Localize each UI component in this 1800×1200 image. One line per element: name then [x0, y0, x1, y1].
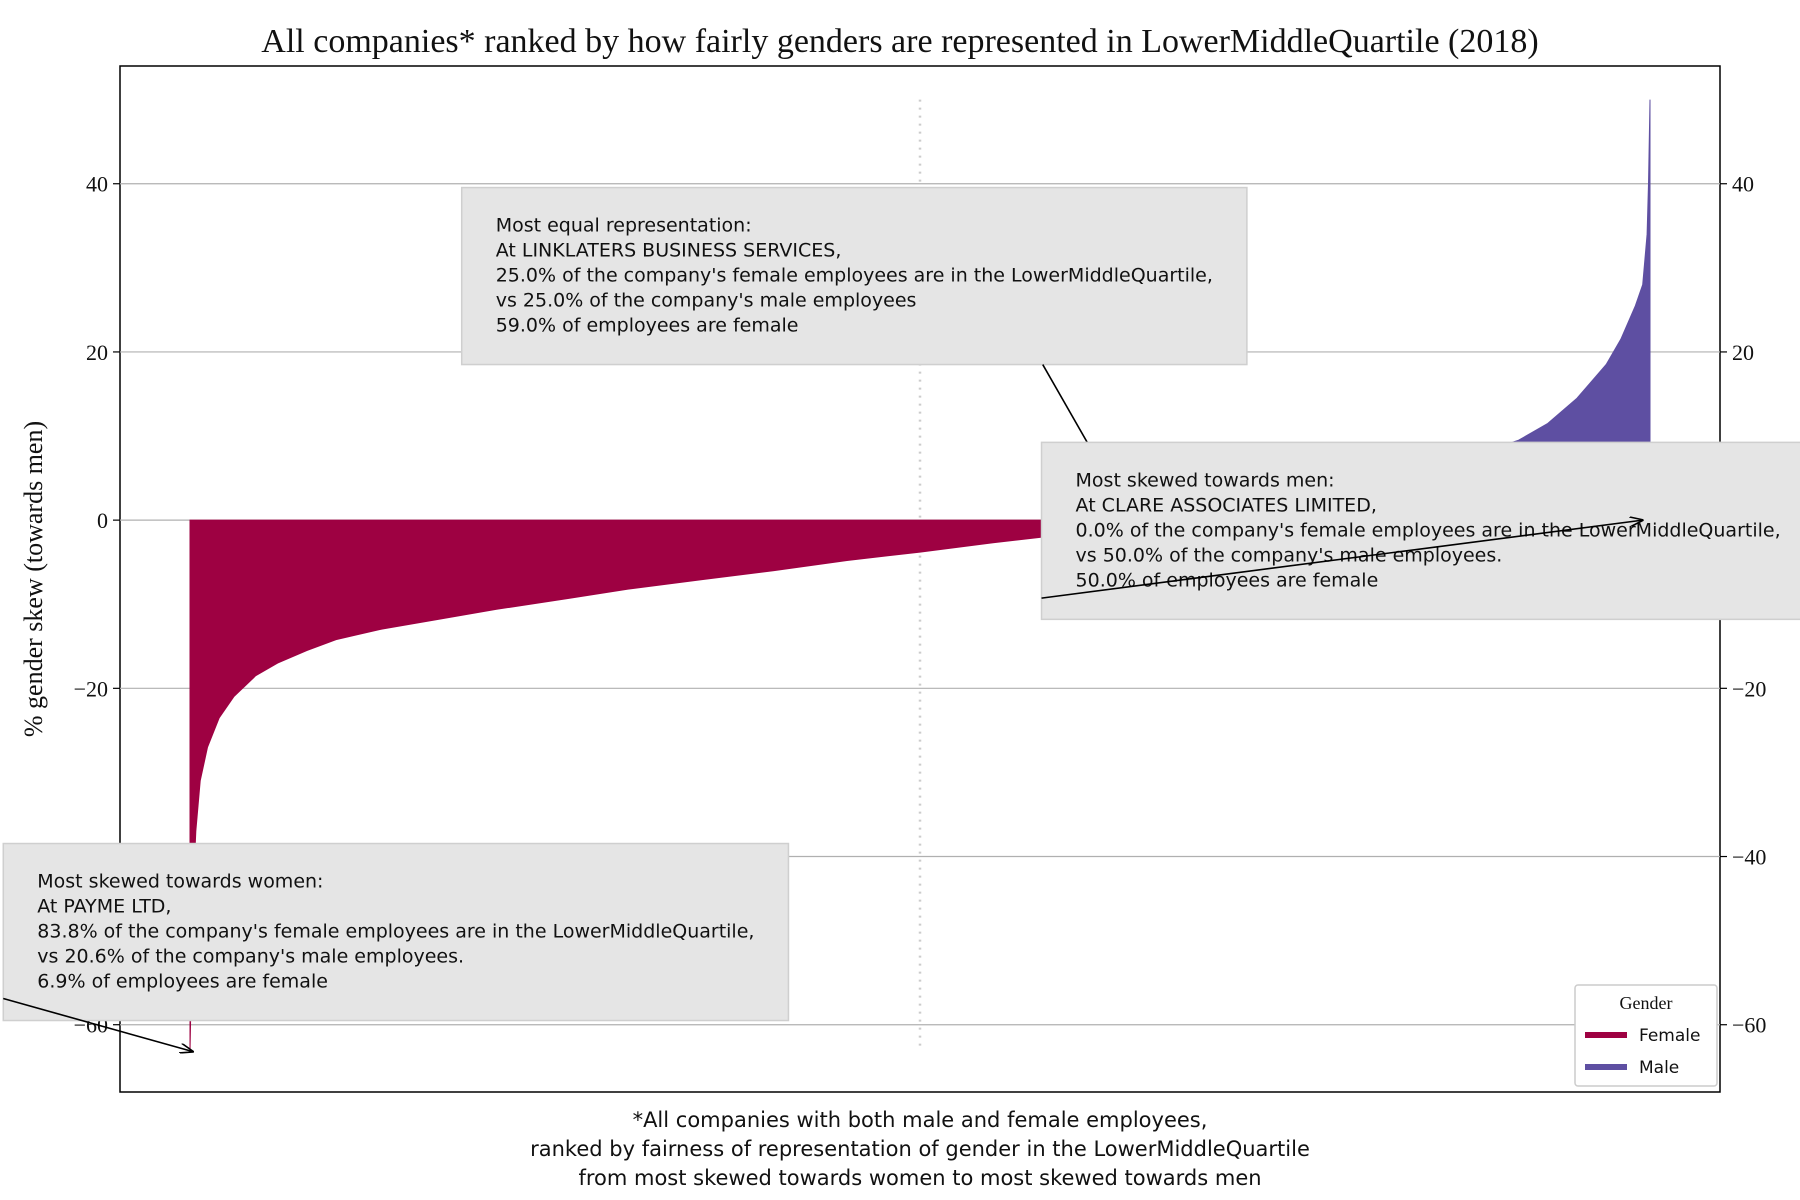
- y-tick-label-right: −60: [1732, 1013, 1766, 1038]
- legend-label-female: Female: [1639, 1026, 1700, 1046]
- y-tick-label-right: −20: [1732, 676, 1766, 701]
- legend-title: Gender: [1620, 993, 1673, 1013]
- annotation-most-skewed-women: Most skewed towards women: At PAYME LTD,…: [2, 842, 790, 1052]
- footnote-line: *All companies with both male and female…: [633, 1108, 1208, 1132]
- annotation-box: [2, 842, 790, 1022]
- annotation-line: vs 25.0% of the company's male employees: [496, 290, 917, 312]
- annotation-line: Most skewed towards men:: [1076, 469, 1335, 491]
- chart-title: All companies* ranked by how fairly gend…: [261, 23, 1538, 60]
- legend-frame: [1574, 984, 1718, 1087]
- annotation-line: 50.0% of employees are female: [1076, 569, 1379, 591]
- annotation-line: vs 50.0% of the company's male employees…: [1076, 544, 1503, 566]
- y-tick-label-left: 40: [86, 172, 108, 197]
- annotation-box: [460, 186, 1248, 366]
- annotation-line: vs 20.6% of the company's male employees…: [37, 946, 464, 968]
- annotation-line: Most skewed towards women:: [37, 871, 323, 893]
- annotation-line: 6.9% of employees are female: [37, 971, 328, 993]
- footnote-line: ranked by fairness of representation of …: [530, 1137, 1310, 1161]
- footnote-line: from most skewed towards women to most s…: [578, 1166, 1261, 1190]
- annotation-line: At PAYME LTD,: [37, 896, 171, 918]
- annotation-most-equal: Most equal representation: At LINKLATERS …: [460, 186, 1248, 521]
- legend: Gender Female Male: [1574, 984, 1718, 1087]
- y-tick-label-left: 0: [97, 508, 108, 533]
- annotation-line: 25.0% of the company's female employees …: [496, 265, 1213, 287]
- annotation-most-skewed-men: Most skewed towards men: At CLARE ASSOCI…: [1040, 441, 1800, 621]
- annotation-arrow: [1041, 520, 1643, 599]
- annotation-line: 83.8% of the company's female employees …: [37, 921, 754, 943]
- annotation-box: [1040, 441, 1800, 621]
- annotation-line: Most equal representation:: [496, 215, 752, 237]
- footnote: *All companies with both male and female…: [530, 1108, 1310, 1190]
- y-tick-label-right: 20: [1732, 340, 1754, 365]
- legend-label-male: Male: [1639, 1058, 1679, 1078]
- y-tick-label-right: 40: [1732, 172, 1754, 197]
- annotation-line: At LINKLATERS BUSINESS SERVICES,: [496, 240, 842, 262]
- y-axis-label: % gender skew (towards men): [19, 421, 48, 737]
- y-tick-label-left: −20: [74, 676, 108, 701]
- annotation-line: 59.0% of employees are female: [496, 315, 799, 337]
- annotation-line: At CLARE ASSOCIATES LIMITED,: [1076, 494, 1377, 516]
- annotation-arrow: [3, 997, 193, 1052]
- annotation-line: 0.0% of the company's female employees a…: [1076, 519, 1781, 541]
- y-tick-label-left: 20: [86, 340, 108, 365]
- y-tick-label-right: −40: [1732, 845, 1766, 870]
